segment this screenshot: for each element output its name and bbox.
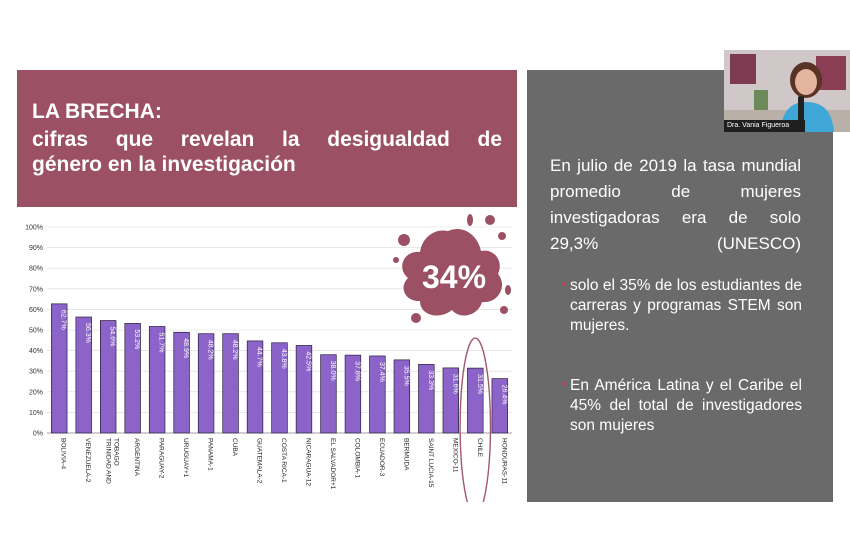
x-category-label: SAINT LUCIA-15	[427, 438, 434, 488]
x-category-label: TRINIDAD AND	[105, 438, 112, 484]
bar-value-label: 44.7%	[256, 347, 263, 367]
y-tick-label: 10%	[29, 410, 43, 417]
bar-value-label: 56.3%	[84, 323, 91, 343]
unesco-statistic: En julio de 2019 la tasa mundial promedi…	[550, 156, 801, 253]
x-category-label: TOBAGO	[113, 438, 120, 466]
bar-value-label: 42.5%	[304, 351, 311, 371]
bar	[124, 323, 141, 434]
bar	[369, 355, 386, 434]
bar-value-label: 26.4%	[500, 385, 507, 405]
bar-value-label: 37.8%	[353, 361, 360, 381]
bar-value-label: 48.2%	[207, 340, 214, 360]
x-category-label: NICARAGUA-12	[304, 438, 311, 486]
bar-value-label: 53.2%	[133, 329, 140, 349]
bar	[344, 354, 362, 434]
x-category-label: PANAMA-1	[207, 438, 214, 471]
bar	[148, 326, 166, 434]
x-category-label: ARGENTINA	[133, 438, 140, 477]
slide-subtitle-line1: cifras que revelan la desigualdad de	[32, 128, 502, 151]
bar-chart: 0% 10% 20% 30% 40% 50% 60% 70% 80% 90% 100% 62.7% BO…	[25, 225, 512, 502]
bar	[271, 342, 288, 434]
bar-value-label: 43.8%	[280, 349, 287, 369]
presenter-name-label: Dra. Vania Figueroa	[724, 120, 805, 132]
y-tick-label: 40%	[29, 348, 43, 355]
bar-value-label: 31.6%	[451, 374, 458, 394]
y-tick-label: 0%	[33, 431, 43, 438]
bullet-item: • solo el 35% de los estudiantes de carr…	[562, 276, 802, 336]
bar	[75, 316, 92, 434]
x-category-label: PARAGUAY-2	[158, 438, 165, 479]
y-tick-label: 100%	[25, 225, 43, 232]
bar-value-label: 48.9%	[182, 338, 189, 358]
bar-value-label: 62.7%	[60, 310, 67, 330]
bar	[320, 354, 337, 434]
bullet-item: • En América Latina y el Caribe el 45% d…	[562, 376, 802, 436]
x-category-label: HONDURAS-11	[500, 438, 507, 484]
bar-value-label: 31.5%	[476, 374, 483, 394]
bar	[418, 364, 435, 434]
slide-subtitle-line2: género en la investigación	[32, 153, 296, 176]
title-banner: LA BRECHA: cifras que revelan la desigua…	[17, 70, 517, 207]
bar	[491, 378, 508, 434]
bar	[393, 359, 411, 434]
x-category-label: COSTA RICA-1	[280, 438, 287, 483]
y-tick-label: 80%	[29, 266, 43, 273]
y-tick-label: 20%	[29, 389, 43, 396]
bar-value-label: 33.3%	[427, 370, 434, 390]
bar-value-label: 54.6%	[109, 327, 116, 347]
bar	[467, 367, 484, 434]
y-tick-label: 60%	[29, 307, 43, 314]
x-category-label: BERMUDA	[402, 438, 409, 471]
y-tick-label: 50%	[29, 328, 43, 335]
x-category-label: EL SALVADOR+1	[329, 438, 336, 490]
highlight-percentage: 34%	[422, 259, 486, 295]
x-category-label: CHILE	[476, 438, 483, 458]
bar	[51, 303, 68, 434]
y-tick-label: 90%	[29, 245, 43, 252]
x-category-label: GUATEMALA-2	[256, 438, 263, 484]
slide-title: LA BRECHA:	[32, 100, 162, 123]
bullet-text: En América Latina y el Caribe el 45% del…	[570, 377, 802, 434]
bar	[442, 367, 459, 434]
x-category-label: MEXICO-11	[451, 438, 458, 473]
bar-value-label: 37.4%	[378, 362, 385, 382]
bullet-dot-icon: •	[562, 277, 567, 291]
y-tick-label: 70%	[29, 286, 43, 293]
webcam-video-tile[interactable]: Dra. Vania Figueroa	[724, 50, 850, 132]
y-tick-label: 30%	[29, 369, 43, 376]
bar	[100, 320, 117, 434]
bar-value-label: 48.2%	[231, 340, 238, 360]
bar	[173, 331, 190, 434]
x-category-label: VENEZUELA-2	[84, 438, 91, 483]
x-category-label: COLOMBIA-1	[353, 438, 360, 478]
bar	[246, 340, 264, 434]
bar-value-label: 51.7%	[158, 332, 165, 352]
presenter-video-icon	[724, 50, 850, 132]
bullet-text: solo el 35% de los estudiantes de carrer…	[570, 277, 802, 334]
bullet-dot-icon: •	[562, 377, 567, 391]
bar-value-label: 35.5%	[402, 366, 409, 386]
highlight-ellipse	[459, 337, 492, 502]
x-category-label: ECUADOR-3	[378, 438, 385, 477]
x-category-label: CUBA	[231, 438, 238, 457]
bar	[295, 345, 313, 434]
bar-value-label: 38.0%	[329, 361, 336, 381]
bar	[222, 333, 239, 434]
statistics-panel: En julio de 2019 la tasa mundial promedi…	[527, 70, 833, 502]
paint-splash-badge: 34%	[393, 214, 511, 323]
x-category-label: BOLIVIA-4	[60, 438, 67, 469]
bar	[197, 333, 215, 434]
x-category-label: URUGUAY+1	[182, 438, 189, 478]
